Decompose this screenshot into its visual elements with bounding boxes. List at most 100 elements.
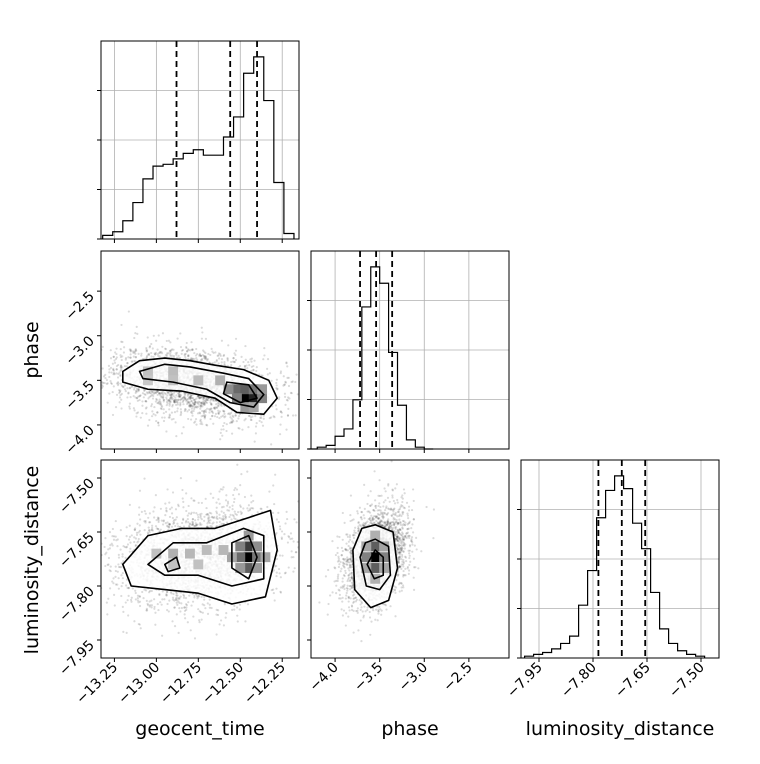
scatter-point [199,610,201,612]
scatter-point [190,341,192,343]
scatter-point [157,517,159,519]
scatter-point [232,494,234,496]
scatter-point [244,496,246,498]
scatter-point [140,417,142,419]
scatter-point [138,353,140,355]
scatter-point [164,416,166,418]
scatter-point [180,399,182,401]
scatter-point [292,570,294,572]
scatter-point [215,633,217,635]
scatter-point [246,367,248,369]
scatter-point [237,417,239,419]
scatter-point [232,357,234,359]
scatter-point [161,416,163,418]
scatter-point [170,592,172,594]
scatter-point [209,354,211,356]
scatter-point [269,417,271,419]
scatter-point [165,348,167,350]
scatter-point [280,410,282,412]
scatter-point [191,521,193,523]
scatter-point [172,404,174,406]
scatter-point [119,394,121,396]
scatter-point [222,486,224,488]
scatter-point [168,502,170,504]
scatter-point [214,415,216,417]
scatter-point [182,501,184,503]
scatter-point [205,358,207,360]
scatter-point [102,367,104,369]
scatter-point [86,367,88,369]
scatter-point [284,522,286,524]
scatter-point [254,441,256,443]
scatter-point [145,407,147,409]
scatter-point [193,404,195,406]
scatter-point [141,412,143,414]
scatter-point [147,604,149,606]
scatter-point [133,407,135,409]
scatter-point [124,384,126,386]
scatter-point [188,404,190,406]
scatter-point [208,411,210,413]
scatter-point [161,352,163,354]
scatter-point [98,375,100,377]
scatter-point [286,518,288,520]
scatter-point [198,621,200,623]
scatter-point [137,597,139,599]
scatter-point [203,402,205,404]
scatter-point [136,333,138,335]
scatter-point [121,585,123,587]
scatter-point [189,349,191,351]
scatter-point [233,608,235,610]
scatter-point [120,529,122,531]
scatter-point [275,382,277,384]
scatter-point [238,493,240,495]
scatter-point [299,371,301,373]
scatter-point [197,412,199,414]
scatter-point [105,552,107,554]
scatter-point [209,401,211,403]
scatter-point [95,356,97,358]
scatter-point [254,415,256,417]
scatter-point [233,489,235,491]
scatter-point [143,396,145,398]
scatter-point [248,364,250,366]
scatter-point [161,604,163,606]
scatter-point [216,609,218,611]
scatter-point [207,353,209,355]
scatter-point [203,415,205,417]
scatter-point [95,580,97,582]
scatter-point [209,519,211,521]
scatter-point [216,507,218,509]
scatter-point [284,381,286,383]
scatter-point [173,519,175,521]
scatter-point [125,357,127,359]
scatter-point [240,511,242,513]
scatter-point [112,528,114,530]
scatter-point [118,577,120,579]
scatter-point [270,380,272,382]
scatter-point [115,566,117,568]
scatter-point [220,355,222,357]
scatter-point [116,356,118,358]
scatter-point [281,537,283,539]
scatter-point [158,352,160,354]
scatter-point [121,553,123,555]
scatter-point [239,504,241,506]
scatter-point [290,392,292,394]
scatter-point [148,529,150,531]
scatter-point [215,502,217,504]
scatter-point [168,399,170,401]
scatter-point [166,404,168,406]
scatter-point [229,514,231,516]
scatter-point [135,415,137,417]
scatter-point [197,406,199,408]
scatter-point [225,612,227,614]
scatter-point [98,331,100,333]
scatter-point [244,345,246,347]
scatter-point [104,377,106,379]
scatter-point [185,346,187,348]
scatter-point [153,335,155,337]
scatter-point [226,505,228,507]
scatter-point [117,563,119,565]
scatter-point [217,412,219,414]
